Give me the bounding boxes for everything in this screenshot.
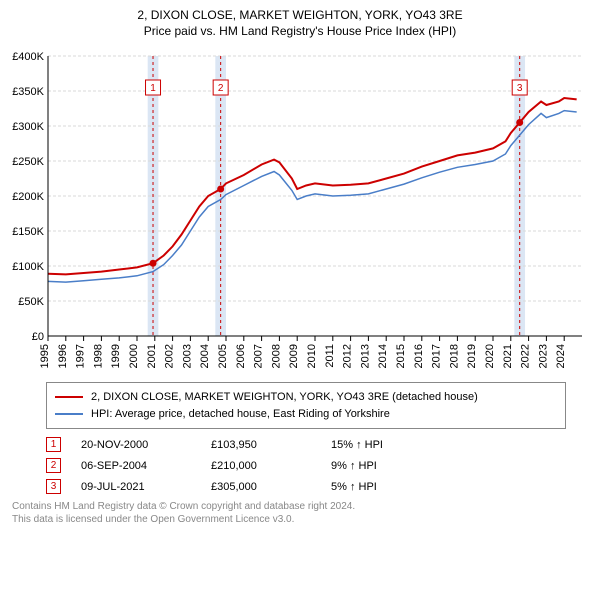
svg-text:1998: 1998 <box>92 344 104 368</box>
sale-row: 3 09-JUL-2021 £305,000 5% ↑ HPI <box>46 479 592 494</box>
sale-marker-box: 3 <box>46 479 61 494</box>
footer-line-1: Contains HM Land Registry data © Crown c… <box>12 500 592 513</box>
svg-text:2010: 2010 <box>306 344 318 368</box>
legend-label: HPI: Average price, detached house, East… <box>91 406 390 423</box>
svg-text:2001: 2001 <box>146 344 158 368</box>
sale-row: 1 20-NOV-2000 £103,950 15% ↑ HPI <box>46 437 592 452</box>
legend-swatch <box>55 396 83 398</box>
svg-text:2016: 2016 <box>413 344 425 368</box>
svg-text:£0: £0 <box>32 331 44 343</box>
svg-text:2007: 2007 <box>253 344 265 368</box>
legend-row: 2, DIXON CLOSE, MARKET WEIGHTON, YORK, Y… <box>55 389 557 406</box>
svg-text:£250K: £250K <box>12 156 44 168</box>
sale-date: 09-JUL-2021 <box>81 481 191 493</box>
svg-text:£100K: £100K <box>12 261 44 273</box>
svg-text:1999: 1999 <box>110 344 122 368</box>
svg-text:2006: 2006 <box>235 344 247 368</box>
sale-date: 20-NOV-2000 <box>81 439 191 451</box>
svg-text:2021: 2021 <box>502 344 514 368</box>
svg-text:1997: 1997 <box>75 344 87 368</box>
svg-text:2: 2 <box>218 83 224 94</box>
svg-text:2020: 2020 <box>484 344 496 368</box>
svg-text:2004: 2004 <box>199 344 211 368</box>
svg-text:2019: 2019 <box>466 344 478 368</box>
footer-attribution: Contains HM Land Registry data © Crown c… <box>12 500 592 526</box>
svg-text:1995: 1995 <box>39 344 51 368</box>
chart-area: £0 £50K £100K £150K £200K £250K £300K £350K £400… <box>8 46 592 376</box>
sale-marker-box: 2 <box>46 458 61 473</box>
svg-text:2022: 2022 <box>520 344 532 368</box>
sale-date: 06-SEP-2004 <box>81 460 191 472</box>
legend-swatch <box>55 413 83 415</box>
sale-price: £103,950 <box>211 439 311 451</box>
svg-text:£350K: £350K <box>12 86 44 98</box>
line-chart-svg: £0 £50K £100K £150K £200K £250K £300K £350K £400… <box>8 46 592 376</box>
svg-text:2008: 2008 <box>270 344 282 368</box>
sale-marker-box: 1 <box>46 437 61 452</box>
sales-table: 1 20-NOV-2000 £103,950 15% ↑ HPI 2 06-SEP-200… <box>46 437 592 494</box>
svg-text:2017: 2017 <box>431 344 443 368</box>
legend-row: HPI: Average price, detached house, East… <box>55 406 557 423</box>
svg-text:2000: 2000 <box>128 344 140 368</box>
svg-text:2012: 2012 <box>342 344 354 368</box>
svg-text:2011: 2011 <box>324 344 336 368</box>
svg-text:£50K: £50K <box>18 296 44 308</box>
svg-text:£400K: £400K <box>12 51 44 63</box>
svg-text:2014: 2014 <box>377 344 389 368</box>
legend-label: 2, DIXON CLOSE, MARKET WEIGHTON, YORK, Y… <box>91 389 478 406</box>
chart-title: 2, DIXON CLOSE, MARKET WEIGHTON, YORK, Y… <box>8 8 592 22</box>
svg-text:£300K: £300K <box>12 121 44 133</box>
svg-text:2023: 2023 <box>537 344 549 368</box>
sale-row: 2 06-SEP-2004 £210,000 9% ↑ HPI <box>46 458 592 473</box>
footer-line-2: This data is licensed under the Open Gov… <box>12 513 592 526</box>
sale-hpi: 15% ↑ HPI <box>331 439 431 451</box>
svg-text:£200K: £200K <box>12 191 44 203</box>
svg-text:2013: 2013 <box>359 344 371 368</box>
svg-text:3: 3 <box>517 83 523 94</box>
sale-price: £305,000 <box>211 481 311 493</box>
chart-subtitle: Price paid vs. HM Land Registry's House … <box>8 24 592 38</box>
sale-hpi: 9% ↑ HPI <box>331 460 431 472</box>
svg-text:1996: 1996 <box>57 344 69 368</box>
svg-text:1: 1 <box>150 83 156 94</box>
svg-text:2018: 2018 <box>448 344 460 368</box>
svg-text:£150K: £150K <box>12 226 44 238</box>
legend: 2, DIXON CLOSE, MARKET WEIGHTON, YORK, Y… <box>46 382 566 429</box>
sale-price: £210,000 <box>211 460 311 472</box>
svg-text:2009: 2009 <box>288 344 300 368</box>
svg-text:2005: 2005 <box>217 344 229 368</box>
sale-hpi: 5% ↑ HPI <box>331 481 431 493</box>
svg-text:2024: 2024 <box>555 344 567 368</box>
svg-text:2002: 2002 <box>164 344 176 368</box>
svg-text:2015: 2015 <box>395 344 407 368</box>
svg-text:2003: 2003 <box>181 344 193 368</box>
